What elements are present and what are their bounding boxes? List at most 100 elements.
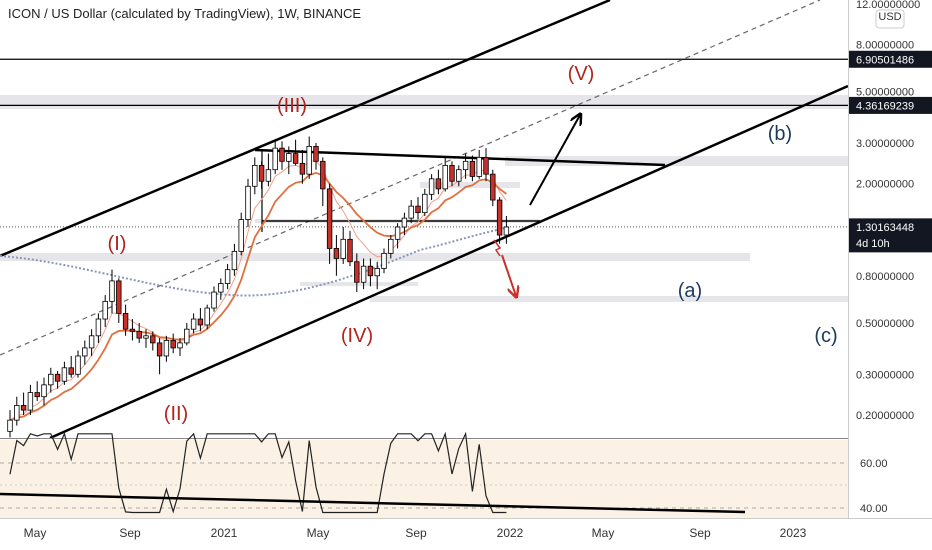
arrow-squiggle — [493, 239, 502, 257]
candle-body-54 — [374, 268, 380, 277]
channel-mid-dashed — [0, 0, 821, 356]
ema-fast-line — [9, 160, 507, 421]
candle-body-33 — [231, 250, 238, 271]
candle-body-40 — [279, 147, 285, 162]
candle-body-16 — [116, 280, 122, 314]
candle-body-32 — [224, 269, 231, 284]
wave-label-0: (I) — [108, 233, 127, 255]
candle-body-68 — [469, 160, 476, 177]
candle-body-67 — [462, 160, 469, 171]
candle-body-44 — [306, 146, 312, 175]
candle-body-47 — [326, 188, 333, 249]
candle-body-70 — [483, 156, 489, 175]
candle-body-34 — [238, 219, 244, 252]
time-tick-5: 2022 — [497, 526, 524, 540]
candle-body-1 — [14, 405, 20, 421]
time-tick-4: Sep — [405, 526, 427, 540]
time-tick-7: Sep — [689, 526, 711, 540]
rsi-tick-1: 40.00 — [860, 503, 888, 515]
dotted-ma-line — [0, 227, 506, 297]
candle-body-66 — [456, 169, 462, 182]
candle-body-64 — [442, 165, 448, 190]
candle-body-5 — [41, 384, 47, 398]
candle-body-29 — [204, 307, 210, 326]
time-tick-3: May — [307, 526, 330, 540]
price-axis-bg — [848, 0, 932, 550]
channel-upper — [0, 0, 611, 258]
time-axis[interactable]: May Sep 2021 May Sep 2022 May Sep 2023 — [0, 518, 932, 541]
wave-label-4: (V) — [568, 63, 595, 85]
candle-body-13 — [95, 318, 102, 337]
wave-label-corrective-1: (b) — [768, 123, 792, 145]
rsi-trendline — [0, 492, 746, 514]
price-tick-6: 0.50000000 — [856, 318, 914, 330]
candle-body-36 — [252, 165, 258, 187]
candle-body-18 — [129, 328, 136, 332]
candle-body-3 — [27, 392, 34, 411]
candle-body-49 — [340, 238, 346, 259]
candle-body-53 — [367, 265, 374, 277]
wave-labels: (I) (II) (III) (IV) (V) (a) (b) (c) — [108, 63, 838, 425]
candle-body-31 — [218, 283, 224, 293]
chart-title: ICON / US Dollar (calculated by TradingV… — [8, 6, 362, 21]
candle-body-15 — [109, 280, 115, 302]
candle-body-35 — [245, 185, 251, 220]
candle-body-39 — [272, 147, 278, 171]
channel-lower — [49, 84, 848, 438]
price-axis[interactable]: 12.00000000 8.00000000 5.00000000 3.0000000… — [848, 0, 932, 550]
wave-label-corrective-0: (a) — [678, 280, 702, 302]
candle-body-12 — [88, 335, 95, 349]
currency-box — [875, 9, 905, 29]
candle-body-50 — [347, 238, 353, 263]
candle-body-59 — [408, 205, 414, 219]
moving-averages — [0, 160, 507, 422]
arrow-down — [501, 254, 516, 296]
price-tick-3: 3.00000000 — [856, 138, 914, 150]
price-tag-bg-1 — [849, 96, 932, 114]
ema-slow-line — [9, 171, 507, 422]
price-tick-1: 8.00000000 — [856, 39, 914, 51]
triangle-top — [254, 148, 666, 167]
candle-body-62 — [428, 178, 435, 195]
candle-body-63 — [435, 178, 442, 190]
candle-body-0 — [7, 419, 13, 432]
price-tick-4: 2.00000000 — [856, 179, 914, 191]
price-tag-1: 4.36169239 — [856, 100, 914, 112]
time-tick-8: 2023 — [780, 526, 807, 540]
candle-body-28 — [197, 318, 204, 326]
candle-body-37 — [258, 165, 265, 182]
wave-label-corrective-2: (c) — [814, 325, 837, 347]
candle-body-45 — [313, 146, 319, 162]
candle-body-30 — [211, 291, 217, 309]
candle-body-56 — [388, 238, 394, 254]
candle-body-60 — [415, 205, 421, 214]
candle-body-21 — [150, 335, 156, 344]
time-tick-1: Sep — [119, 526, 141, 540]
candle-body-17 — [122, 312, 129, 330]
candle-body-52 — [360, 265, 367, 283]
candle-body-27 — [190, 318, 197, 330]
candle-body-73 — [503, 226, 510, 236]
candle-body-23 — [163, 340, 170, 357]
zone-0 — [0, 95, 848, 109]
candle-body-38 — [265, 169, 272, 182]
candle-body-61 — [422, 193, 428, 214]
price-tick-5: 0.80000000 — [856, 271, 914, 283]
price-tick-0: 12.00000000 — [856, 0, 920, 11]
rsi-background — [0, 440, 848, 518]
candle-body-8 — [61, 367, 68, 382]
wave-label-1: (II) — [164, 403, 188, 425]
candle-body-72 — [496, 199, 503, 236]
candle-body-24 — [170, 340, 176, 349]
time-tick-2: 2021 — [211, 526, 238, 540]
candle-body-6 — [48, 373, 54, 386]
price-tag-bg-0 — [849, 50, 932, 68]
price-tag-0: 6.90501486 — [856, 54, 914, 66]
price-tick-7: 0.30000000 — [856, 369, 914, 381]
candle-body-46 — [320, 160, 326, 190]
candle-body-7 — [54, 373, 61, 382]
currency-label[interactable]: USD — [878, 11, 901, 23]
candle-body-14 — [102, 300, 108, 320]
candle-body-55 — [381, 252, 387, 269]
